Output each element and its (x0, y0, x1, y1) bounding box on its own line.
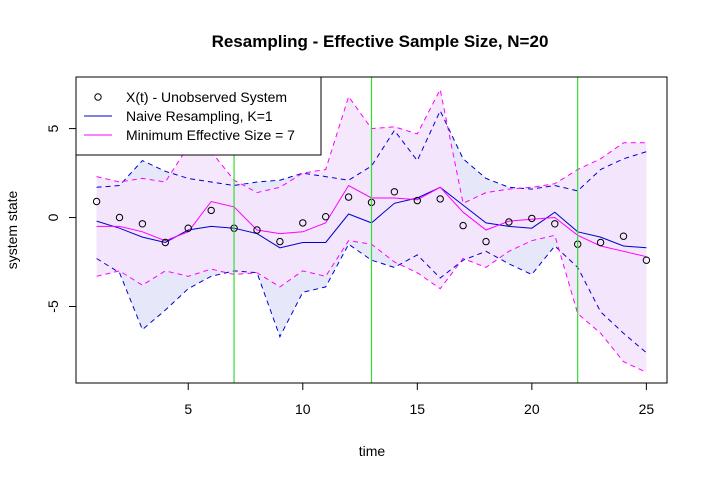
x-axis-label: time (359, 443, 386, 459)
y-tick-label: -5 (45, 300, 61, 313)
chart-title: Resampling - Effective Sample Size, N=20 (212, 32, 549, 51)
y-axis-label: system state (4, 191, 20, 270)
x-axis: 5 10 15 20 25 (184, 382, 655, 417)
x-tick-label: 10 (295, 401, 311, 417)
y-axis: -5 0 5 (45, 124, 77, 313)
legend-label: X(t) - Unobserved System (126, 89, 287, 105)
observed-point (92, 197, 101, 206)
observed-point (390, 188, 399, 196)
observed-point (253, 226, 261, 234)
legend-label: Minimum Effective Size = 7 (126, 127, 295, 143)
band-upper-line-1 (96, 109, 647, 192)
observed-point (115, 213, 124, 222)
observed-point (322, 213, 330, 221)
observed-point (642, 256, 651, 264)
observed-point (436, 195, 444, 203)
observed-point (551, 220, 559, 228)
y-tick-label: 0 (45, 213, 61, 221)
observed-point (207, 206, 215, 215)
observed-point (184, 224, 192, 232)
observed-point (619, 232, 628, 240)
observed-point (596, 238, 605, 247)
observed-point (344, 193, 353, 201)
observed-point (299, 219, 307, 227)
legend-label: Naive Resampling, K=1 (126, 108, 273, 124)
x-tick-label: 25 (639, 401, 655, 417)
observed-point (459, 221, 467, 230)
observed-point (161, 238, 170, 247)
observed-point (482, 237, 490, 246)
legend-box (75, 76, 322, 156)
observed-point (528, 214, 536, 223)
x-tick-label: 15 (410, 401, 426, 417)
legend-point-symbol (94, 93, 102, 101)
observed-point (276, 237, 284, 246)
observed-point (413, 196, 421, 205)
y-tick-label: 5 (45, 124, 61, 132)
legend: X(t) - Unobserved System Naive Resampling… (75, 76, 322, 156)
x-tick-label: 20 (524, 401, 540, 417)
observed-point (505, 218, 513, 226)
x-tick-label: 5 (184, 401, 192, 417)
observed-point (138, 220, 147, 228)
